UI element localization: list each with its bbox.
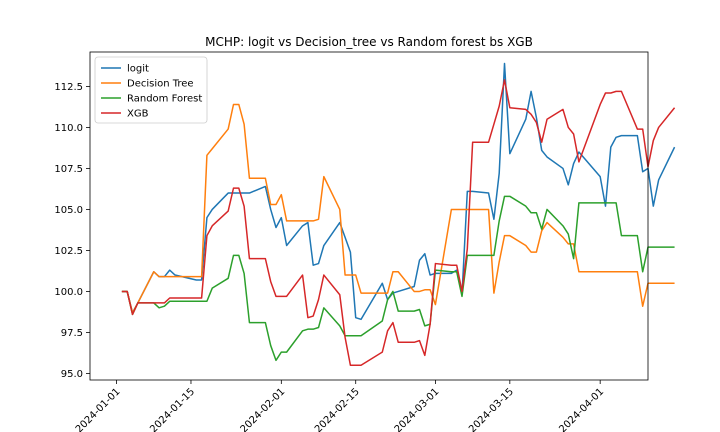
y-tick-label: 102.5 [54, 246, 83, 257]
legend-label: XGB [127, 109, 149, 120]
y-tick-label: 95.0 [61, 369, 83, 380]
legend-box [94, 56, 208, 124]
y-tick-label: 107.5 [54, 164, 83, 175]
chart-title: MCHP: logit vs Decision_tree vs Random f… [205, 35, 533, 49]
legend-label: logit [127, 64, 149, 75]
plot-frame [89, 51, 649, 381]
y-tick-label: 100.0 [54, 287, 83, 298]
series-group [121, 62, 676, 366]
series-line-random-forest [121, 195, 675, 362]
y-tick-label: 97.5 [61, 328, 83, 339]
legend: logit Decision Tree Random Forest XGB [94, 56, 208, 124]
series-line-logit [121, 62, 676, 321]
y-axis: 95.0 97.5 100.0 102.5 105.0 107.5 110.0 112.5 [54, 82, 90, 380]
legend-label: Decision Tree [127, 79, 194, 90]
y-tick-label: 112.5 [54, 82, 83, 93]
legend-label: Random Forest [127, 94, 202, 105]
series-line-xgb [121, 79, 676, 366]
y-tick-label: 110.0 [54, 123, 83, 134]
y-tick-label: 105.0 [54, 205, 83, 216]
